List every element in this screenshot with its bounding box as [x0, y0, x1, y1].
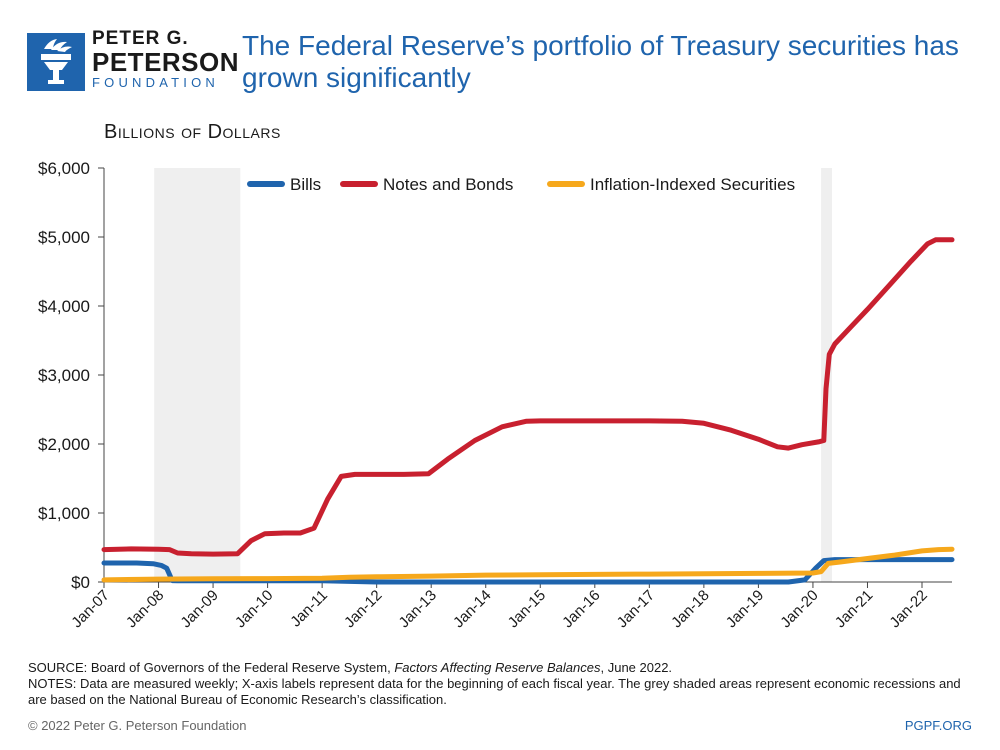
x-tick-label: Jan-17 — [614, 587, 658, 631]
y-tick-label: $1,000 — [38, 504, 90, 523]
x-tick-label: Jan-07 — [68, 587, 112, 631]
x-tick-label: Jan-20 — [777, 587, 821, 631]
y-tick-label: $0 — [71, 573, 90, 592]
source-prefix: SOURCE: Board of Governors of the Federa… — [28, 660, 395, 675]
wordmark-line-1: PETER G. — [92, 28, 189, 49]
x-tick-label: Jan-09 — [177, 587, 221, 631]
x-tick-label: Jan-18 — [668, 587, 712, 631]
wordmark-line-2: PETERSON — [92, 47, 240, 77]
x-tick-label: Jan-22 — [886, 587, 930, 631]
x-tick-label: Jan-14 — [450, 587, 494, 631]
x-tick-label: Jan-21 — [832, 587, 876, 631]
series-line-notes-and-bonds — [101, 237, 955, 557]
x-tick-label: Jan-15 — [505, 587, 549, 631]
units-label: Billions of Dollars — [104, 121, 281, 143]
notes-block: SOURCE: Board of Governors of the Federa… — [28, 660, 978, 708]
y-tick-label: $5,000 — [38, 228, 90, 247]
copyright: © 2022 Peter G. Peterson Foundation — [28, 718, 247, 733]
source-title: Factors Affecting Reserve Balances — [394, 660, 601, 675]
x-tick-label: Jan-16 — [559, 587, 603, 631]
source-line: SOURCE: Board of Governors of the Federa… — [28, 660, 978, 676]
recession-band-0 — [154, 168, 241, 582]
source-suffix: , June 2022. — [600, 660, 673, 675]
y-tick-label: $6,000 — [38, 159, 90, 178]
foundation-wordmark: PETER G. PETERSON FOUNDATION — [92, 29, 239, 91]
series-line-bills — [101, 557, 955, 585]
chart-title: The Federal Reserve’s portfolio of Treas… — [242, 30, 959, 93]
series-line-inflation-indexed-securities — [101, 546, 955, 583]
legend-label: Bills — [290, 175, 321, 194]
y-tick-label: $4,000 — [38, 297, 90, 316]
x-tick-label: Jan-08 — [123, 587, 167, 631]
x-tick-label: Jan-13 — [396, 587, 440, 631]
site-link[interactable]: PGPF.ORG — [904, 718, 972, 733]
legend-label: Inflation-Indexed Securities — [590, 175, 795, 194]
wordmark-line-3: FOUNDATION — [92, 75, 219, 90]
legend-label: Notes and Bonds — [383, 175, 513, 194]
x-tick-label: Jan-11 — [287, 587, 331, 631]
torch-icon — [41, 39, 72, 84]
y-tick-label: $3,000 — [38, 366, 90, 385]
x-tick-label: Jan-19 — [723, 587, 767, 631]
foundation-logo — [27, 33, 85, 91]
notes-text: NOTES: Data are measured weekly; X-axis … — [28, 676, 961, 707]
x-tick-label: Jan-10 — [232, 587, 276, 631]
y-tick-label: $2,000 — [38, 435, 90, 454]
x-tick-label: Jan-12 — [341, 587, 385, 631]
line-chart: $0 $1,000 $2,000 $3,000 $4,000 $5,000 $6,000 Ja… — [38, 159, 955, 631]
